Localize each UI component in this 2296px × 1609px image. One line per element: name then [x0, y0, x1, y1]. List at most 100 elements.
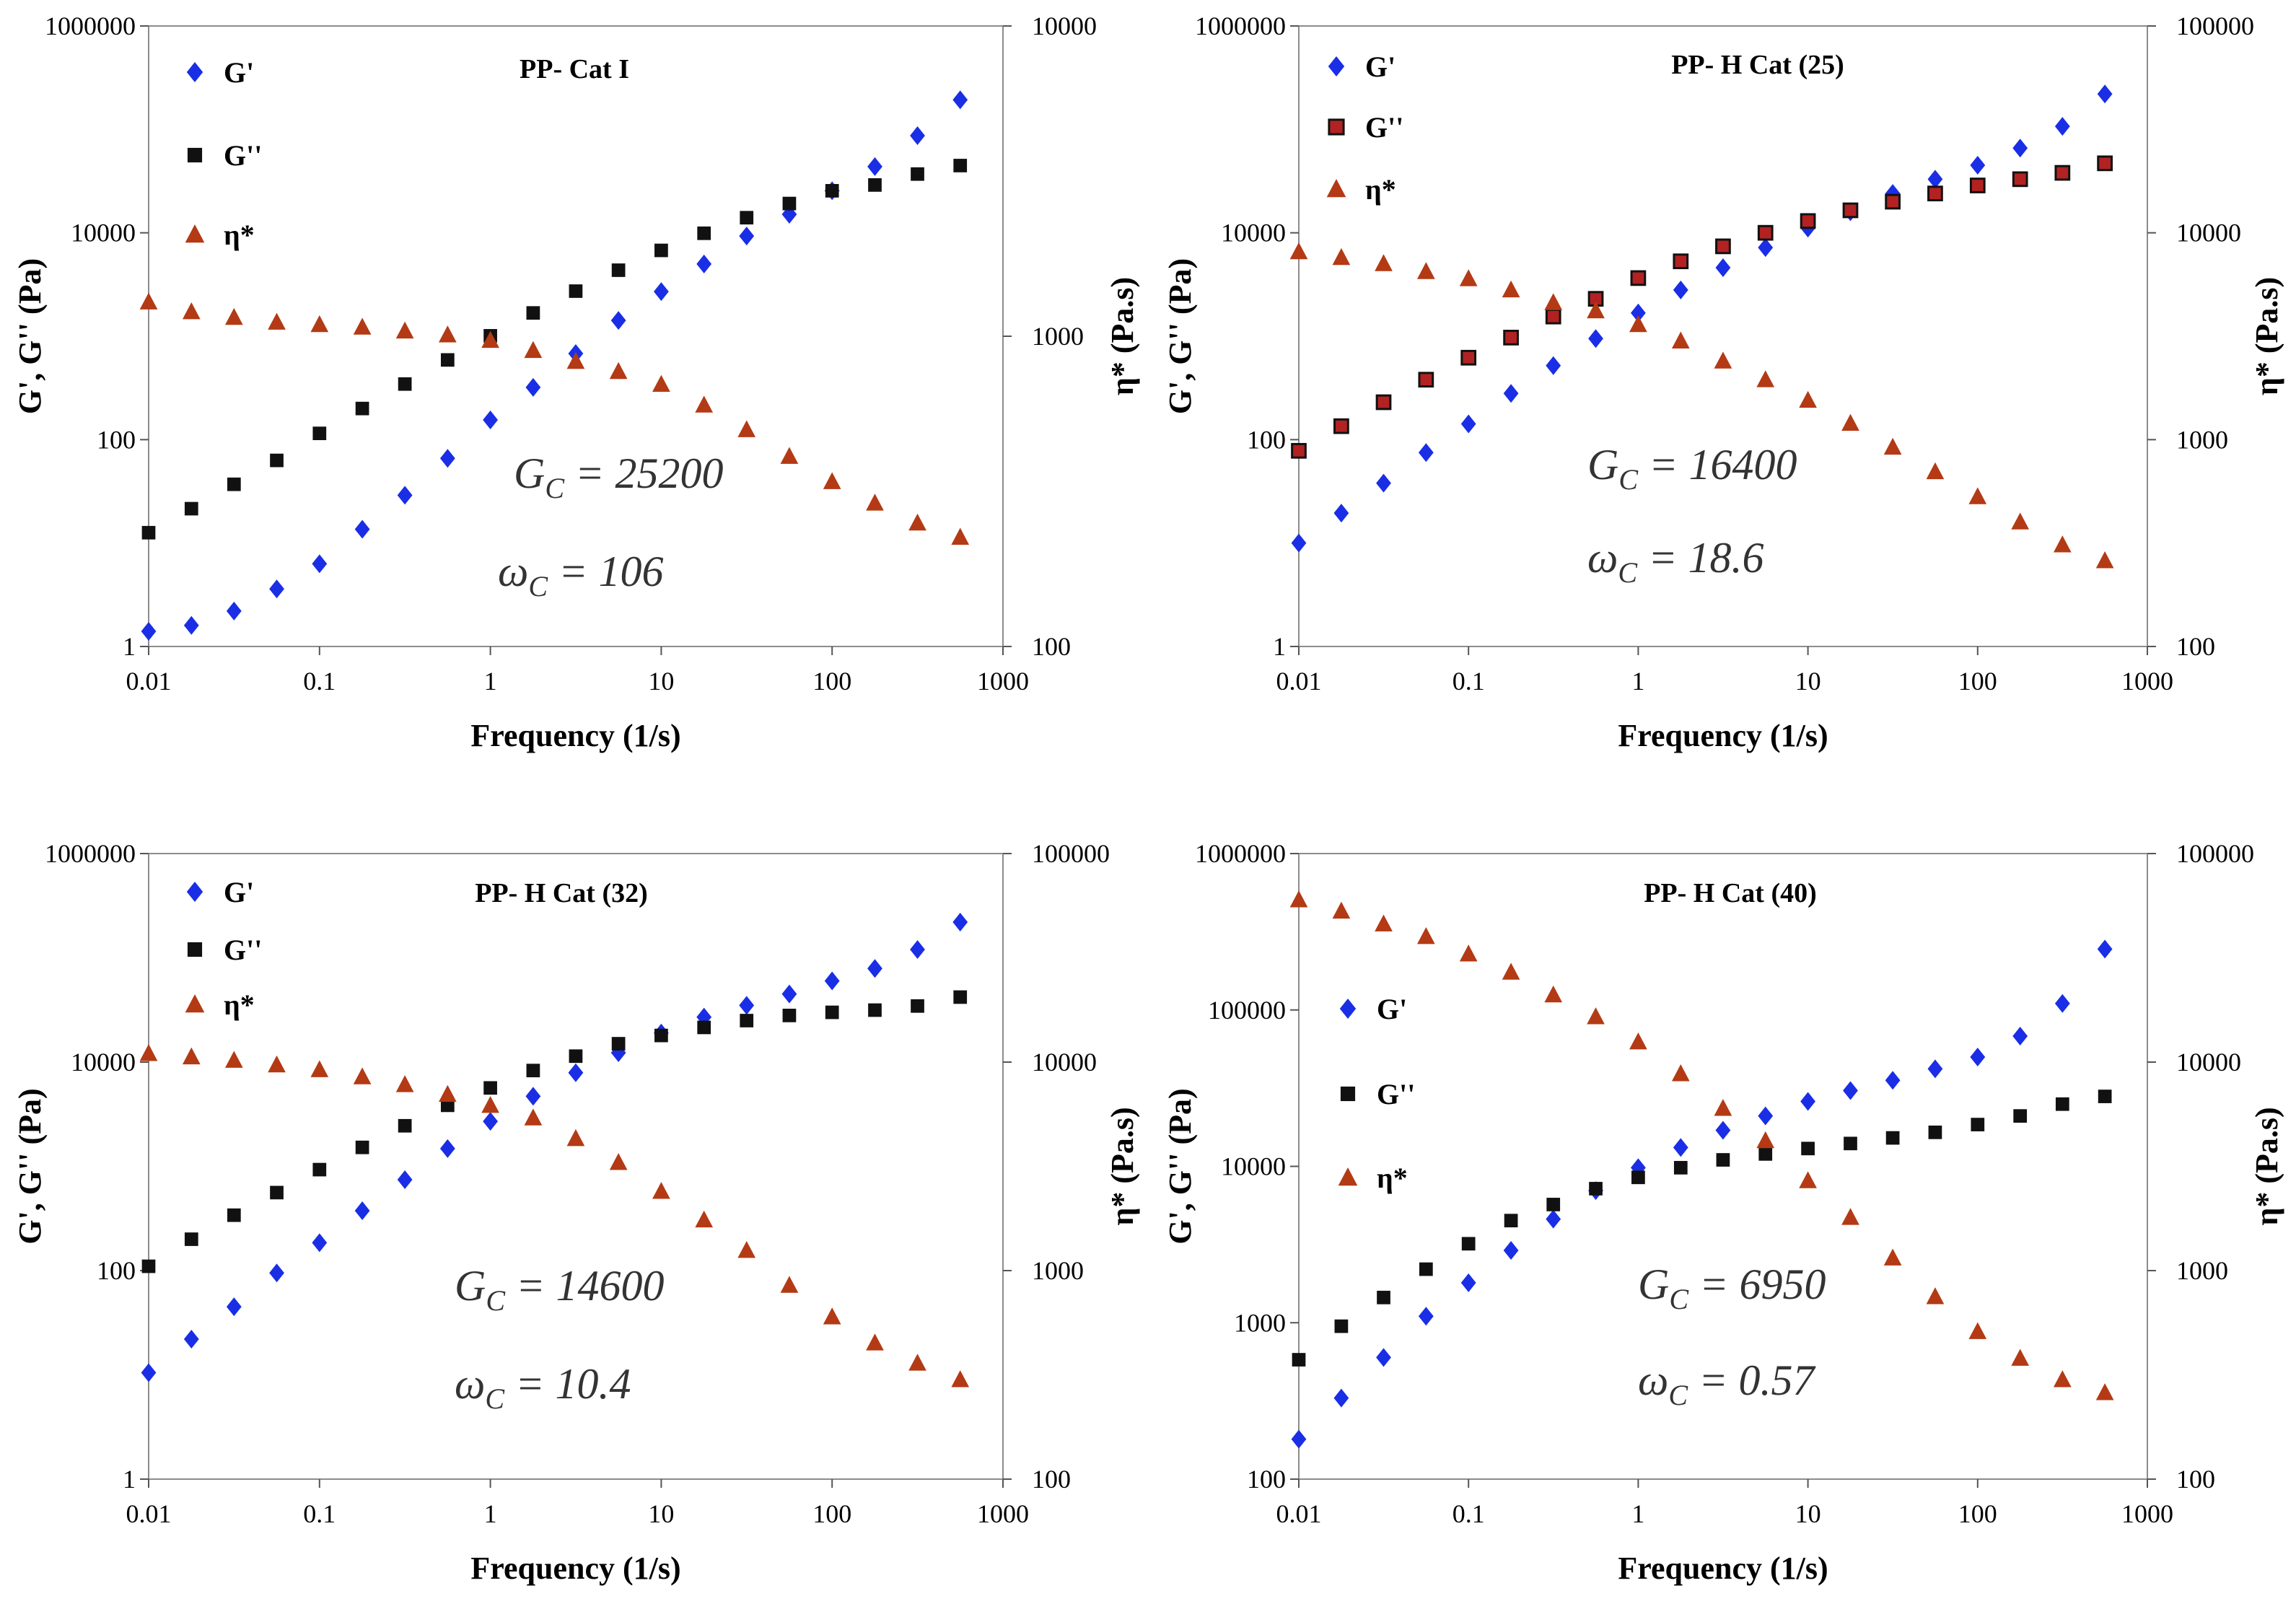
- data-point-g-prime: [867, 157, 882, 176]
- data-point-g-prime: [183, 615, 199, 635]
- chart-panel-4: 0.01 0.1 1 10 100 100010010001000010000010000…: [1162, 839, 2284, 1586]
- x-tick-label: 1000: [977, 1499, 1029, 1528]
- data-point-g-prime: [739, 227, 755, 246]
- data-point-g-double-prime: [312, 426, 327, 440]
- data-point-g-double-prime: [1716, 1153, 1730, 1167]
- data-point-eta-star: [2095, 551, 2114, 569]
- x-tick-label: 10: [1795, 667, 1821, 696]
- data-point-eta-star: [695, 395, 714, 413]
- data-point-eta-star: [566, 351, 585, 369]
- data-point-g-prime: [483, 411, 498, 430]
- data-point-g-double-prime: [654, 243, 668, 258]
- data-point-g-double-prime: [611, 1037, 626, 1051]
- data-point-g-prime: [397, 1170, 413, 1189]
- data-point-eta-star: [951, 527, 970, 545]
- data-point-eta-star: [866, 494, 884, 511]
- data-point-g-prime: [568, 1063, 584, 1082]
- y2-axis-title: η* (Pa.s): [2249, 1107, 2284, 1225]
- data-point-g-double-prime: [611, 263, 626, 277]
- data-point-g-double-prime: [227, 477, 241, 491]
- data-point-g-prime: [525, 377, 541, 397]
- y2-tick-label: 100000: [2176, 839, 2254, 868]
- data-point-g-prime: [1333, 504, 1349, 523]
- data-point-g-double-prime: [1631, 1170, 1645, 1185]
- data-point-g-double-prime: [1885, 1131, 1900, 1145]
- data-point-eta-star: [695, 1210, 714, 1228]
- data-point-g-double-prime: [526, 1064, 540, 1078]
- data-point-g-double-prime: [953, 159, 968, 172]
- data-point-g-prime: [183, 1330, 199, 1349]
- legend-label-eta-star: η*: [1377, 1162, 1408, 1194]
- data-point-eta-star: [1416, 927, 1435, 944]
- data-point-g-prime: [269, 1263, 284, 1283]
- data-point-eta-star: [1629, 1032, 1647, 1050]
- x-tick-label: 10: [648, 667, 674, 696]
- data-point-eta-star: [1968, 487, 1987, 504]
- data-point-eta-star: [823, 1307, 841, 1325]
- data-point-g-double-prime: [1375, 394, 1392, 411]
- data-point-g-double-prime: [1969, 177, 1986, 193]
- data-point-g-double-prime: [740, 211, 754, 225]
- data-point-g-double-prime: [1673, 1161, 1688, 1175]
- data-point-g-double-prime: [398, 1118, 412, 1133]
- data-point-g-double-prime: [1419, 1262, 1433, 1276]
- x-tick-label: 100: [812, 1499, 851, 1528]
- data-point-eta-star: [2053, 535, 2072, 553]
- data-point-g-double-prime: [227, 1208, 241, 1222]
- x-tick-label: 0.01: [126, 1499, 172, 1528]
- legend-marker-g-double-prime: [1340, 1086, 1356, 1102]
- data-point-g-double-prime: [440, 353, 455, 367]
- data-point-g-double-prime: [825, 184, 839, 198]
- x-tick-label: 10: [1795, 1499, 1821, 1528]
- y-tick-label: 10000: [1221, 219, 1286, 247]
- y2-tick-label: 1000: [1032, 322, 1084, 351]
- data-point-g-double-prime: [1928, 1126, 1942, 1139]
- data-point-eta-star: [566, 1128, 585, 1147]
- data-point-g-double-prime: [1801, 1141, 1815, 1156]
- data-point-g-double-prime: [569, 284, 583, 298]
- data-point-g-double-prime: [1589, 1182, 1603, 1196]
- y2-tick-label: 10000: [1032, 12, 1097, 40]
- data-point-eta-star: [951, 1370, 970, 1387]
- data-point-g-prime: [781, 984, 797, 1004]
- x-tick-label: 10: [648, 1499, 674, 1528]
- annotation-omega-c: ωC = 106: [498, 548, 664, 602]
- data-point-g-double-prime: [2097, 155, 2113, 172]
- data-point-g-prime: [654, 282, 669, 302]
- data-point-g-double-prime: [1291, 442, 1307, 459]
- data-point-g-double-prime: [1460, 349, 1477, 366]
- y2-tick-label: 100: [2176, 1465, 2215, 1494]
- legend-marker-g-prime: [186, 882, 203, 902]
- data-point-g-double-prime: [483, 1081, 497, 1095]
- data-point-eta-star: [1587, 301, 1605, 319]
- data-point-g-prime: [525, 1087, 541, 1106]
- y-axis-title: G', G'' (Pa): [12, 258, 48, 414]
- x-tick-label: 1000: [977, 667, 1029, 696]
- data-point-eta-star: [1459, 944, 1478, 962]
- x-tick-label: 1: [484, 667, 497, 696]
- data-point-eta-star: [1416, 262, 1435, 279]
- y-tick-label: 1: [123, 632, 136, 661]
- data-point-g-prime: [1418, 443, 1434, 462]
- data-point-eta-star: [1502, 963, 1520, 980]
- data-point-g-double-prime: [1334, 1319, 1349, 1333]
- data-point-g-prime: [1460, 414, 1476, 434]
- data-point-g-prime: [397, 486, 413, 505]
- data-point-g-double-prime: [654, 1028, 668, 1043]
- y2-tick-label: 1000: [2176, 425, 2228, 454]
- legend-label-g-double-prime: G'': [1365, 111, 1403, 144]
- data-point-g-double-prime: [526, 306, 540, 320]
- data-point-g-double-prime: [355, 1140, 369, 1154]
- data-point-g-prime: [1800, 1092, 1815, 1111]
- data-point-eta-star: [1799, 390, 1817, 408]
- data-point-eta-star: [1883, 437, 1902, 455]
- legend-marker-g-double-prime: [187, 942, 203, 957]
- data-point-eta-star: [1459, 269, 1478, 286]
- data-point-g-double-prime: [1630, 270, 1647, 286]
- legend-label-g-double-prime: G'': [224, 934, 262, 966]
- data-point-eta-star: [823, 472, 841, 489]
- data-point-eta-star: [2011, 512, 2030, 530]
- data-point-g-prime: [2097, 84, 2113, 104]
- legend-marker-eta-star: [185, 994, 205, 1013]
